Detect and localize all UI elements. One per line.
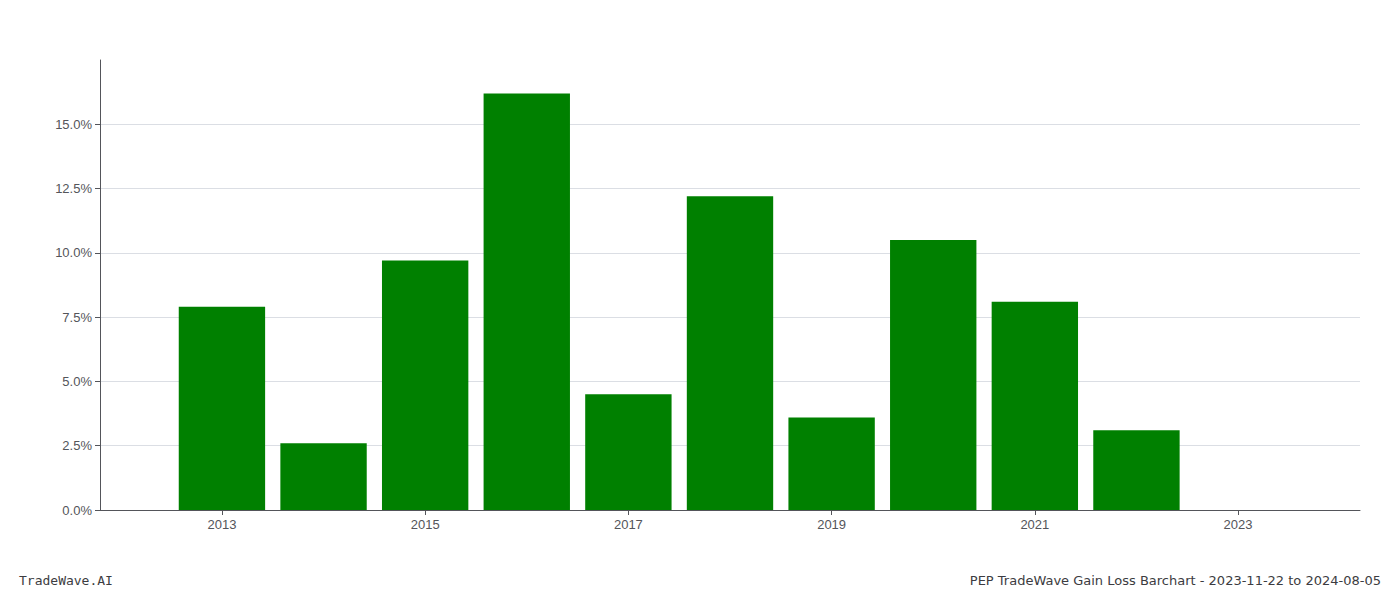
svg-text:12.5%: 12.5%	[55, 181, 92, 196]
svg-text:2017: 2017	[614, 517, 643, 532]
svg-text:5.0%: 5.0%	[62, 374, 92, 389]
svg-text:PEP TradeWave Gain Loss Barcha: PEP TradeWave Gain Loss Barchart - 2023-…	[970, 573, 1381, 588]
svg-text:TradeWave.AI: TradeWave.AI	[19, 573, 113, 588]
svg-text:7.5%: 7.5%	[62, 310, 92, 325]
svg-text:10.0%: 10.0%	[55, 245, 92, 260]
svg-text:2021: 2021	[1020, 517, 1049, 532]
svg-text:2019: 2019	[817, 517, 846, 532]
svg-text:2013: 2013	[207, 517, 236, 532]
svg-text:2.5%: 2.5%	[62, 438, 92, 453]
svg-text:0.0%: 0.0%	[62, 503, 92, 518]
svg-text:15.0%: 15.0%	[55, 117, 92, 132]
svg-text:2015: 2015	[411, 517, 440, 532]
svg-text:2023: 2023	[1224, 517, 1253, 532]
